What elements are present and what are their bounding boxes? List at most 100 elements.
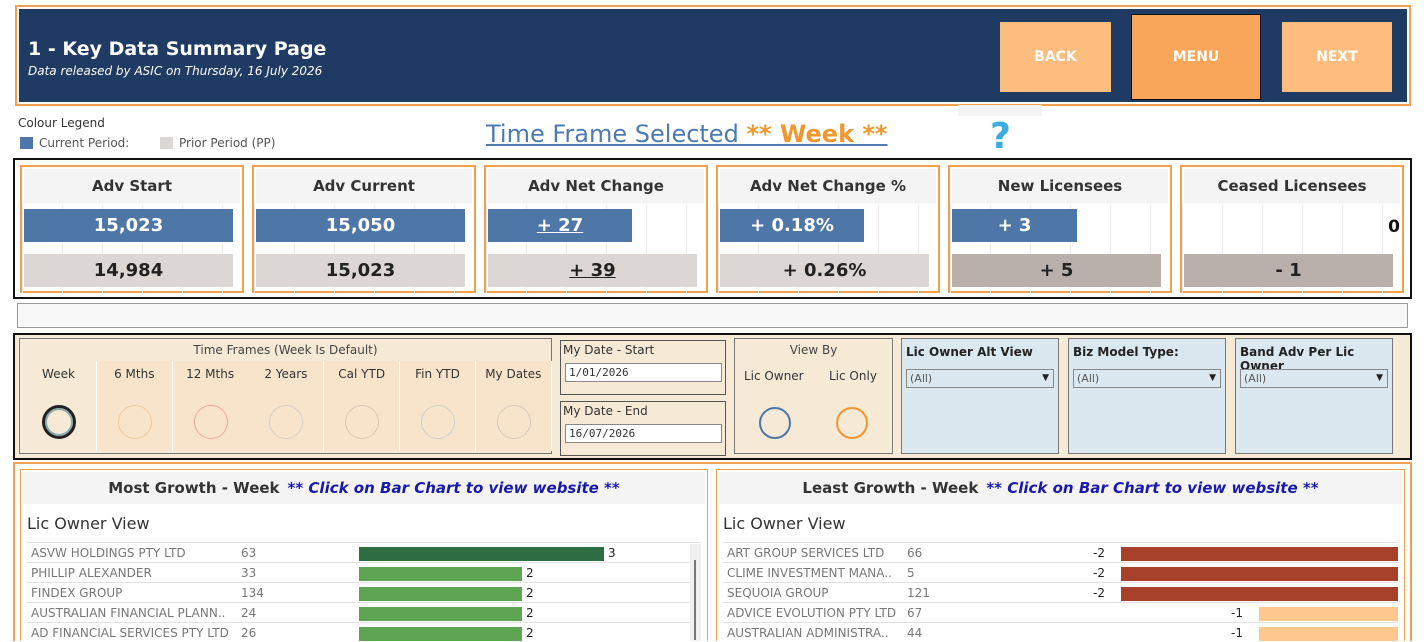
- least-growth-hint: ** Click on Bar Chart to view website **: [986, 479, 1319, 497]
- row-value: -2: [1093, 566, 1105, 580]
- kpi-prior-bar[interactable]: + 0.26%: [720, 254, 929, 287]
- kpi-current-bar[interactable]: + 27: [488, 209, 632, 242]
- growth-section: [13, 462, 1412, 641]
- chevron-down-icon[interactable]: ▼: [1209, 373, 1216, 383]
- least-growth-view-label: Lic Owner View: [723, 514, 846, 533]
- time-frame-option[interactable]: Week: [21, 361, 97, 451]
- view-by-box: View By Lic Owner Lic Only: [734, 338, 893, 454]
- time-frame-radio[interactable]: [193, 405, 228, 439]
- kpi-current-bar[interactable]: 15,023: [24, 209, 233, 242]
- row-value: 2: [526, 606, 534, 620]
- view-by-lic-only-radio[interactable]: [836, 407, 868, 439]
- row-adviser-count: 66: [907, 546, 923, 560]
- help-icon[interactable]: ?: [990, 116, 1011, 157]
- kpi-current-value: 15,023: [93, 215, 164, 236]
- date-end-label: My Date - End: [563, 404, 648, 418]
- growth-row[interactable]: ASVW HOLDINGS PTY LTD 63 3: [27, 542, 701, 562]
- row-bar[interactable]: [1259, 627, 1398, 641]
- time-frame-label: Fin YTD: [415, 367, 460, 381]
- kpi-title: Adv Start: [24, 169, 240, 203]
- kpi-prior-bar[interactable]: + 39: [488, 254, 697, 287]
- time-frame-label: 12 Mths: [186, 367, 235, 381]
- kpi-prior-bar[interactable]: 14,984: [24, 254, 233, 287]
- row-value: -2: [1093, 586, 1105, 600]
- row-bar[interactable]: [1259, 607, 1398, 621]
- row-bar[interactable]: [1121, 567, 1398, 581]
- row-bar[interactable]: [1121, 547, 1398, 561]
- time-frame-option[interactable]: Fin YTD: [400, 361, 476, 451]
- row-value: 2: [526, 566, 534, 580]
- scrollbar-thumb[interactable]: [694, 560, 696, 640]
- time-frame-option[interactable]: My Dates: [475, 361, 552, 451]
- time-frame-option[interactable]: 2 Years: [248, 361, 325, 451]
- date-end-input[interactable]: 16/07/2026: [565, 424, 722, 443]
- filter-dropdown-box: Lic Owner Alt View (All) ▼: [901, 338, 1059, 454]
- legend-current-label: Current Period:: [39, 136, 130, 150]
- row-bar[interactable]: [1121, 587, 1398, 601]
- row-adviser-count: 63: [241, 546, 257, 560]
- row-adviser-count: 5: [907, 566, 915, 580]
- time-frame-radio[interactable]: [269, 405, 304, 439]
- growth-row[interactable]: AUSTRALIAN FINANCIAL PLANN.. 24 2: [27, 602, 701, 622]
- most-growth-scrollbar[interactable]: [690, 544, 701, 641]
- growth-row[interactable]: ADVICE EVOLUTION PTY LTD 67 -1: [723, 602, 1398, 622]
- kpi-current-value: + 27: [536, 215, 584, 236]
- growth-row[interactable]: CLIME INVESTMENT MANA.. 5 -2: [723, 562, 1398, 582]
- kpi-current-bar[interactable]: 15,050: [256, 209, 465, 242]
- row-bar[interactable]: [359, 587, 522, 601]
- current-period-swatch: [20, 137, 33, 149]
- row-name: PHILLIP ALEXANDER: [31, 566, 152, 580]
- row-name: CLIME INVESTMENT MANA..: [727, 566, 892, 580]
- growth-row[interactable]: AUSTRALIAN ADMINISTRA.. 44 -1: [723, 622, 1398, 642]
- filter-dropdown-select[interactable]: (All) ▼: [906, 369, 1054, 388]
- growth-row[interactable]: SEQUOIA GROUP 121 -2: [723, 582, 1398, 602]
- time-frame-radio[interactable]: [421, 405, 455, 439]
- row-bar[interactable]: [359, 627, 522, 641]
- filter-dropdown-value: (All): [910, 372, 933, 385]
- filter-dropdown-select[interactable]: (All) ▼: [1240, 369, 1388, 388]
- time-frame-option[interactable]: Cal YTD: [324, 361, 401, 451]
- most-growth-view-label: Lic Owner View: [27, 514, 150, 533]
- time-frame-radio[interactable]: [117, 405, 152, 439]
- row-value: -2: [1093, 546, 1105, 560]
- kpi-current-bar[interactable]: + 0.18%: [720, 209, 864, 242]
- growth-row[interactable]: ART GROUP SERVICES LTD 66 -2: [723, 542, 1398, 562]
- kpi-card: Ceased Licensees 0 - 1: [1180, 165, 1404, 293]
- least-growth-panel: Least Growth - Week ** Click on Bar Char…: [716, 469, 1405, 641]
- view-by-lic-owner-radio[interactable]: [759, 407, 791, 439]
- row-bar[interactable]: [359, 607, 522, 621]
- kpi-prior-value: + 39: [569, 260, 616, 281]
- kpi-section: [13, 158, 1412, 299]
- time-frame-label: Cal YTD: [338, 367, 386, 381]
- legend-prior-label: Prior Period (PP): [179, 136, 276, 150]
- time-frame-radio[interactable]: [496, 405, 531, 439]
- growth-row[interactable]: AD FINANCIAL SERVICES PTY LTD 26 2: [27, 622, 701, 642]
- menu-button[interactable]: MENU: [1131, 14, 1261, 100]
- date-start-input[interactable]: 1/01/2026: [565, 363, 722, 382]
- time-frame-label: 6 Mths: [114, 367, 155, 381]
- row-name: ASVW HOLDINGS PTY LTD: [31, 546, 186, 560]
- chevron-down-icon[interactable]: ▼: [1376, 373, 1383, 383]
- time-frame-radio[interactable]: [345, 405, 380, 439]
- kpi-prior-value: + 5: [1039, 260, 1074, 281]
- filter-dropdown-box: Biz Model Type: (All) ▼: [1068, 338, 1226, 454]
- chevron-down-icon[interactable]: ▼: [1042, 373, 1049, 383]
- kpi-card: Adv Net Change + 27 + 39: [484, 165, 708, 293]
- kpi-prior-bar[interactable]: + 5: [952, 254, 1161, 287]
- growth-row[interactable]: PHILLIP ALEXANDER 33 2: [27, 562, 701, 582]
- kpi-prior-bar[interactable]: 15,023: [256, 254, 465, 287]
- next-button[interactable]: NEXT: [1282, 22, 1392, 92]
- time-frame-option[interactable]: 6 Mths: [96, 361, 173, 451]
- row-bar[interactable]: [359, 547, 604, 561]
- row-bar[interactable]: [359, 567, 522, 581]
- time-frame-radio[interactable]: [42, 405, 76, 439]
- filter-dropdown-select[interactable]: (All) ▼: [1073, 369, 1221, 388]
- growth-row[interactable]: FINDEX GROUP 134 2: [27, 582, 701, 602]
- kpi-current-bar[interactable]: + 3: [952, 209, 1077, 242]
- kpi-prior-value: 15,023: [325, 260, 396, 281]
- back-button[interactable]: BACK: [1000, 22, 1111, 92]
- time-frame-option[interactable]: 12 Mths: [172, 361, 249, 451]
- time-frame-label: My Dates: [485, 367, 542, 381]
- kpi-prior-bar[interactable]: - 1: [1184, 254, 1393, 287]
- kpi-prior-value: + 0.26%: [782, 260, 867, 281]
